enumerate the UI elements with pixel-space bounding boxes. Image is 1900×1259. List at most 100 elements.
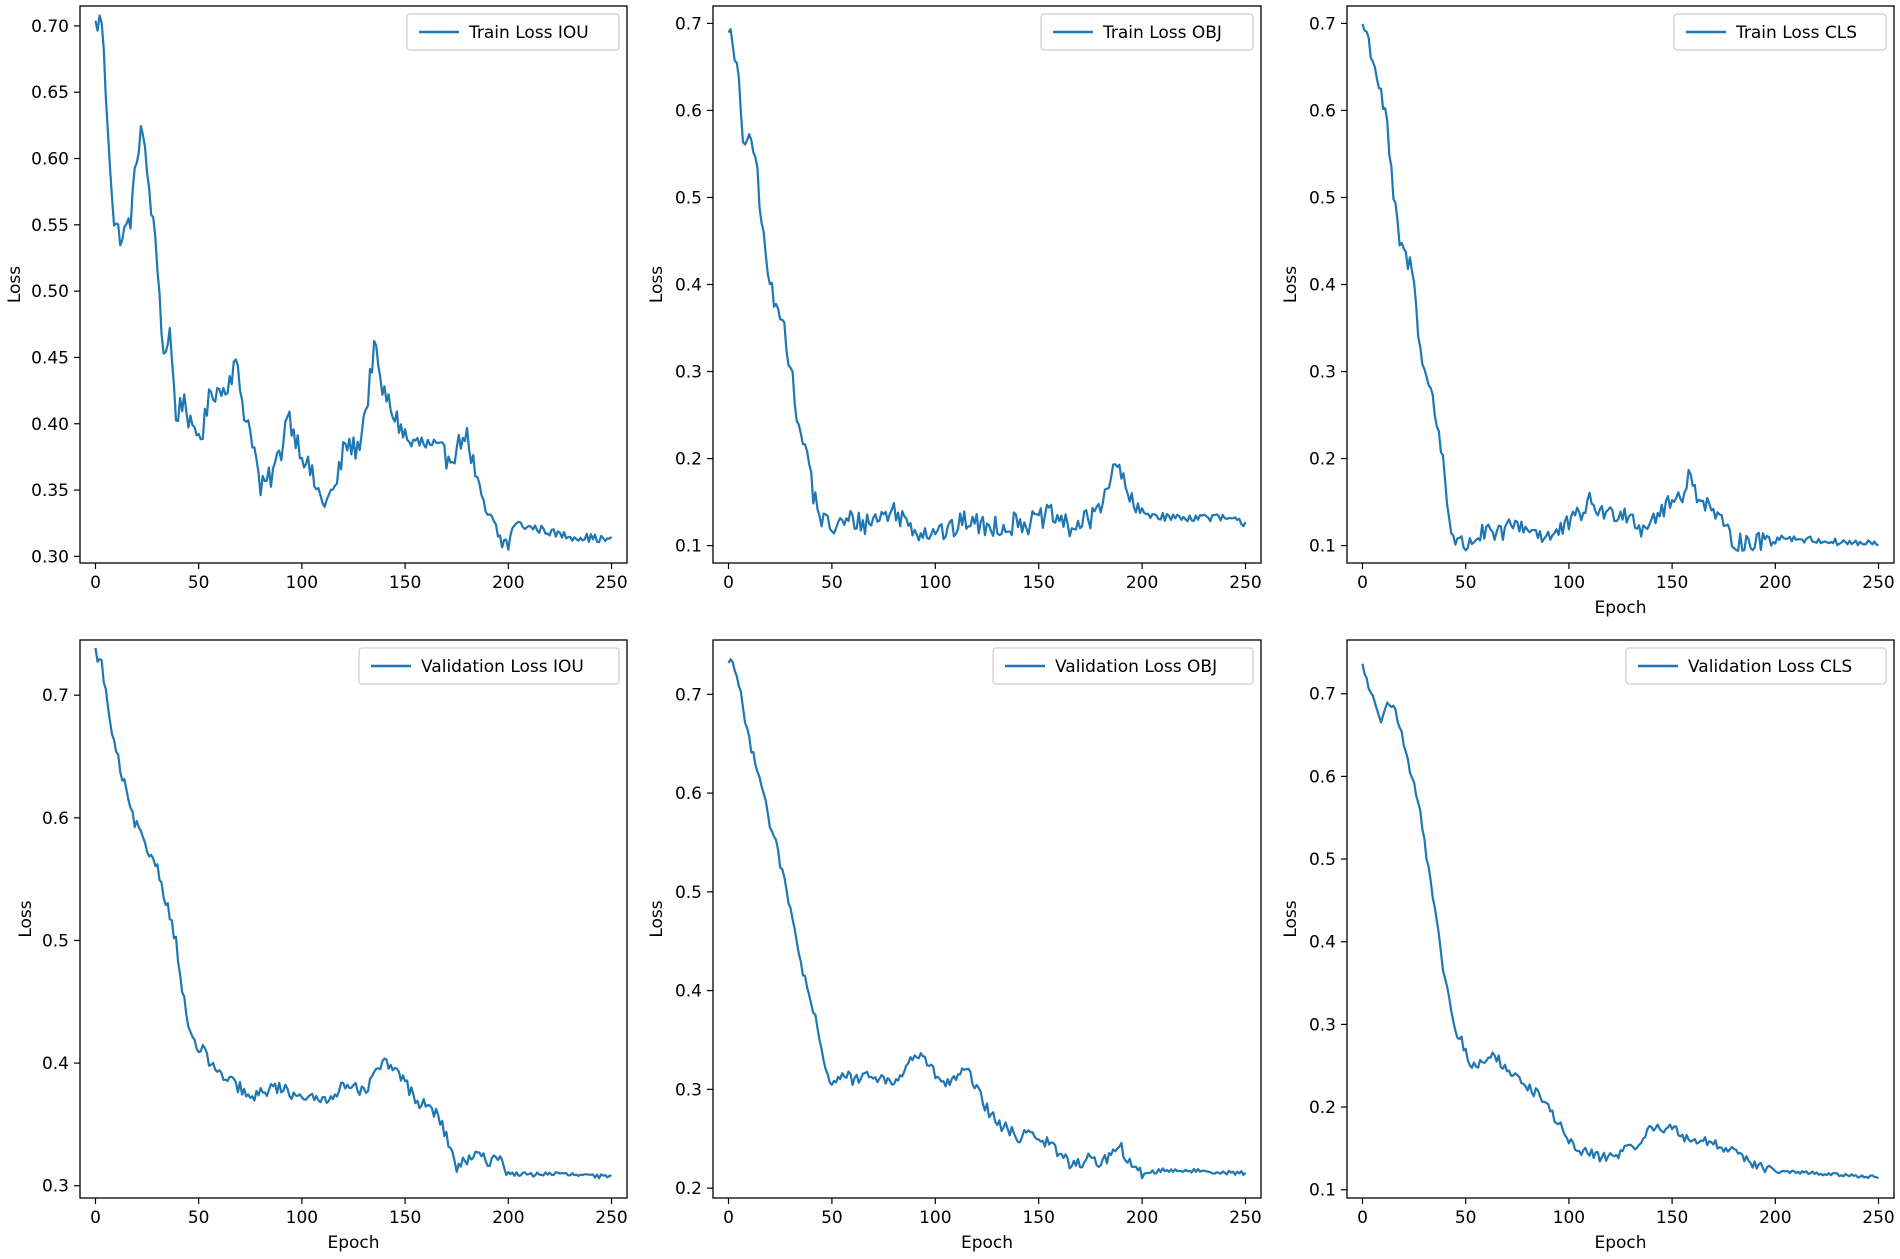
y-tick-label: 0.3	[1309, 1015, 1336, 1035]
x-tick-label: 100	[919, 1208, 951, 1228]
y-axis-label: Loss	[647, 266, 667, 303]
series-line	[94, 14, 613, 551]
x-tick-label: 0	[723, 573, 734, 593]
y-tick-label: 0.45	[31, 348, 69, 368]
chart-panel-2: 0 50 100 150 200 250 0.1 0.2 0.3 0.4 0.5 0.6 0.7 Loss…	[647, 5, 1262, 593]
y-tick-label: 0.5	[1309, 850, 1336, 870]
legend-label: Validation Loss CLS	[1688, 657, 1852, 677]
legend-label: Validation Loss OBJ	[1055, 657, 1217, 677]
x-tick-label: 150	[1656, 1208, 1688, 1228]
y-tick-label: 0.6	[1309, 767, 1336, 787]
y-axis-label: Loss	[647, 900, 667, 937]
legend-box	[1625, 647, 1887, 685]
x-tick-label: 250	[595, 1208, 627, 1228]
chart-panel-3: 0 50 100 150 200 250 0.1 0.2 0.3 0.4 0.5 0.6 0.7 Loss…	[1281, 5, 1895, 618]
y-axis-label: Loss	[5, 266, 25, 303]
y-tick-label: 0.6	[675, 784, 702, 804]
x-tick-label: 50	[188, 1208, 210, 1228]
series-line	[727, 28, 1247, 542]
y-tick-label: 0.1	[675, 537, 702, 557]
x-tick-label: 200	[1126, 1208, 1158, 1228]
x-tick-label: 150	[389, 1208, 421, 1228]
y-tick-label: 0.65	[31, 83, 69, 103]
x-tick-label: 0	[723, 1208, 734, 1228]
legend: Validation Loss CLS	[1625, 647, 1887, 685]
y-tick-label: 0.5	[42, 931, 69, 951]
y-tick-label: 0.7	[1309, 685, 1336, 705]
axes-frame	[79, 5, 628, 564]
y-axis-label: Loss	[1281, 900, 1301, 937]
axes-frame	[1346, 5, 1895, 564]
y-tick-label: 0.5	[675, 883, 702, 903]
legend-label: Train Loss CLS	[1735, 23, 1857, 43]
y-tick-label: 0.6	[1309, 101, 1336, 121]
x-tick-label: 250	[1862, 1208, 1894, 1228]
y-axis-label: Loss	[1281, 266, 1301, 303]
legend-label: Train Loss OBJ	[1102, 23, 1222, 43]
x-tick-label: 200	[1759, 1208, 1791, 1228]
x-tick-label: 250	[1862, 573, 1894, 593]
legend: Validation Loss IOU	[358, 647, 620, 685]
y-tick-label: 0.55	[31, 216, 69, 236]
y-tick-label: 0.7	[42, 686, 69, 706]
legend: Train Loss OBJ	[1040, 13, 1254, 51]
legend-box	[1673, 13, 1887, 51]
legend-box	[358, 647, 620, 685]
x-tick-label: 150	[389, 573, 421, 593]
y-tick-label: 0.5	[1309, 188, 1336, 208]
y-tick-label: 0.7	[675, 14, 702, 34]
y-tick-label: 0.70	[31, 17, 69, 37]
x-axis-label: Epoch	[961, 1233, 1013, 1253]
x-tick-label: 0	[90, 1208, 101, 1228]
y-tick-label: 0.5	[675, 188, 702, 208]
x-tick-label: 200	[492, 1208, 524, 1228]
x-tick-label: 50	[821, 1208, 843, 1228]
legend: Validation Loss OBJ	[992, 647, 1254, 685]
y-tick-label: 0.3	[1309, 363, 1336, 383]
legend: Train Loss CLS	[1673, 13, 1887, 51]
y-tick-label: 0.3	[675, 1080, 702, 1100]
axes-frame	[1346, 639, 1895, 1199]
y-tick-label: 0.6	[675, 101, 702, 121]
chart-panel-1: 0 50 100 150 200 250 0.30 0.35 0.40 0.45 0.50 0.55 0…	[5, 5, 628, 593]
y-tick-label: 0.4	[675, 276, 702, 296]
y-tick-label: 0.3	[42, 1177, 69, 1197]
x-tick-label: 50	[1455, 1208, 1477, 1228]
x-tick-label: 250	[595, 573, 627, 593]
x-tick-label: 250	[1229, 573, 1261, 593]
chart-panel-6: 0 50 100 150 200 250 0.1 0.2 0.3 0.4 0.5 0.6 0.7 Loss…	[1281, 639, 1895, 1253]
x-tick-label: 0	[1357, 1208, 1368, 1228]
legend-box	[406, 13, 620, 51]
y-tick-label: 0.2	[675, 1179, 702, 1199]
x-tick-label: 100	[1553, 573, 1585, 593]
y-tick-label: 0.2	[1309, 450, 1336, 470]
y-tick-label: 0.7	[675, 685, 702, 705]
y-tick-label: 0.60	[31, 150, 69, 170]
y-tick-label: 0.7	[1309, 14, 1336, 34]
x-tick-label: 100	[286, 573, 318, 593]
y-tick-label: 0.40	[31, 415, 69, 435]
x-tick-label: 50	[821, 573, 843, 593]
y-tick-label: 0.6	[42, 809, 69, 829]
x-tick-label: 150	[1022, 573, 1054, 593]
x-tick-label: 0	[90, 573, 101, 593]
axes-frame	[79, 639, 628, 1199]
x-tick-label: 100	[919, 573, 951, 593]
x-tick-label: 200	[1126, 573, 1158, 593]
x-tick-label: 50	[188, 573, 210, 593]
x-axis-label: Epoch	[1594, 1233, 1646, 1253]
y-tick-label: 0.2	[675, 450, 702, 470]
y-tick-label: 0.1	[1309, 537, 1336, 557]
chart-panel-4: 0 50 100 150 200 250 0.3 0.4 0.5 0.6 0.7 Loss Epoch V…	[16, 639, 628, 1253]
y-tick-label: 0.1	[1309, 1181, 1336, 1201]
chart-panel-5: 0 50 100 150 200 250 0.2 0.3 0.4 0.5 0.6 0.7 Loss Epo…	[647, 639, 1262, 1253]
x-tick-label: 200	[492, 573, 524, 593]
series-line	[1361, 23, 1879, 552]
y-tick-label: 0.4	[1309, 276, 1336, 296]
y-axis-label: Loss	[16, 900, 36, 937]
y-tick-label: 0.4	[42, 1054, 69, 1074]
series-line	[1361, 663, 1879, 1180]
legend-box	[992, 647, 1254, 685]
legend: Train Loss IOU	[406, 13, 620, 51]
